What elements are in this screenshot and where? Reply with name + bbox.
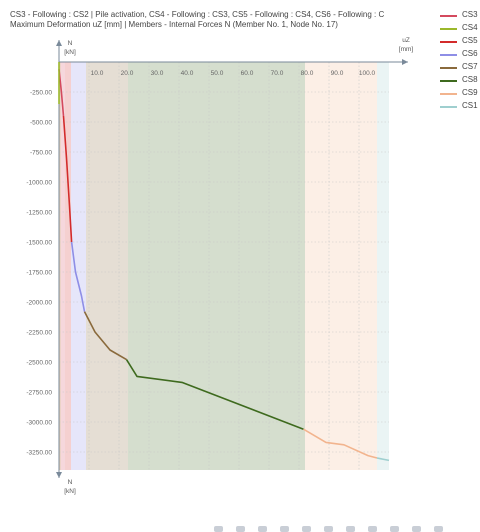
- y-tick-label: -2000.00: [26, 300, 52, 307]
- series-line-cs9: [303, 428, 378, 459]
- legend-item: CS9: [440, 88, 480, 98]
- legend-swatch: [440, 93, 457, 95]
- legend-label: CS6: [462, 49, 478, 58]
- tool-icon[interactable]: [258, 526, 267, 532]
- stage-band-cs5: [65, 62, 71, 470]
- stage-band-cs9: [305, 62, 377, 470]
- legend-label: CS1: [462, 101, 478, 110]
- x-tick-label: 50.0: [211, 70, 224, 77]
- legend-label: CS8: [462, 75, 478, 84]
- y-tick-label: -750.00: [30, 150, 52, 157]
- legend-label: CS4: [462, 23, 478, 32]
- y-tick-label: -2750.00: [26, 390, 52, 397]
- tool-icon[interactable]: [390, 526, 399, 532]
- tool-icon[interactable]: [236, 526, 245, 532]
- stage-band-cs1: [377, 62, 389, 470]
- legend-label: CS9: [462, 88, 478, 97]
- legend-swatch: [440, 67, 457, 69]
- stage-band-cs4: [59, 62, 61, 470]
- chart-title-line-2: Maximum Deformation uZ [mm] | Members - …: [10, 20, 338, 29]
- tool-icon[interactable]: [412, 526, 421, 532]
- tool-icon[interactable]: [346, 526, 355, 532]
- y-tick-label: -1750.00: [26, 270, 52, 277]
- legend-item: CS5: [440, 36, 480, 46]
- x-tick-label: 70.0: [271, 70, 284, 77]
- y-tick-label: -500.00: [30, 120, 52, 127]
- series-line-cs6: [70, 241, 86, 312]
- legend-item: CS1: [440, 101, 480, 111]
- chart-toolbar: [0, 520, 480, 532]
- legend-swatch: [440, 54, 457, 56]
- legend-item: CS6: [440, 49, 480, 59]
- legend-item: CS8: [440, 75, 480, 85]
- y-tick-label: -2250.00: [26, 330, 52, 337]
- legend-label: CS3: [462, 10, 478, 19]
- tool-icon[interactable]: [324, 526, 333, 532]
- legend-swatch: [440, 106, 457, 108]
- legend-label: CS5: [462, 36, 478, 45]
- y-axis-unit-bottom: [kN]: [64, 488, 76, 495]
- stage-band-cs7: [86, 62, 128, 470]
- x-tick-label: 100.0: [359, 70, 376, 77]
- y-tick-label: -3000.00: [26, 420, 52, 427]
- tool-icon[interactable]: [368, 526, 377, 532]
- y-axis-unit: [kN]: [64, 49, 76, 56]
- y-tick-label: -1000.00: [26, 180, 52, 187]
- y-tick-label: -2500.00: [26, 360, 52, 367]
- stage-band-cs3: [59, 62, 65, 470]
- y-axis-label: N: [68, 40, 73, 47]
- x-tick-label: 30.0: [151, 70, 164, 77]
- tool-icon[interactable]: [434, 526, 443, 532]
- y-tick-label: -250.00: [30, 90, 52, 97]
- series-line-cs7: [83, 311, 127, 361]
- x-tick-label: 40.0: [181, 70, 194, 77]
- x-axis-arrow: [402, 59, 408, 65]
- y-tick-label: -1500.00: [26, 240, 52, 247]
- legend-item: CS7: [440, 62, 480, 72]
- y-axis-arrow-up: [56, 40, 62, 46]
- tool-icon[interactable]: [280, 526, 289, 532]
- legend-item: CS3: [440, 10, 480, 20]
- x-tick-label: 90.0: [331, 70, 344, 77]
- legend-swatch: [440, 15, 457, 17]
- chart-canvas: 10.0 20.0 30.0 40.0 50.0 60.0 70.0 80.0 90.0 100.…: [26, 37, 414, 495]
- legend-swatch: [440, 28, 457, 30]
- stage-band-cs8: [128, 62, 305, 470]
- series-line-cs8: [125, 359, 304, 430]
- stage-band-cs6: [71, 62, 86, 470]
- legend-swatch: [440, 80, 457, 82]
- tool-icon[interactable]: [214, 526, 223, 532]
- tool-icon[interactable]: [302, 526, 311, 532]
- y-axis-arrow-down: [56, 472, 62, 478]
- x-tick-label: 10.0: [91, 70, 104, 77]
- x-axis-label: uZ: [402, 37, 410, 44]
- x-tick-label: 80.0: [301, 70, 314, 77]
- chart-title-line-1: CS3 - Following : CS2 | Pile activation,…: [10, 10, 385, 19]
- legend-swatch: [440, 41, 457, 43]
- legend-item: CS4: [440, 23, 480, 33]
- legend-label: CS7: [462, 62, 478, 71]
- x-tick-label: 20.0: [121, 70, 134, 77]
- y-tick-label: -1250.00: [26, 210, 52, 217]
- series-line-cs1: [376, 457, 390, 462]
- y-axis-label-bottom: N: [68, 479, 73, 486]
- x-axis-unit: [mm]: [399, 46, 414, 53]
- series-line-cs5: [62, 115, 73, 243]
- y-tick-label: -3250.00: [26, 450, 52, 457]
- x-tick-label: 60.0: [241, 70, 254, 77]
